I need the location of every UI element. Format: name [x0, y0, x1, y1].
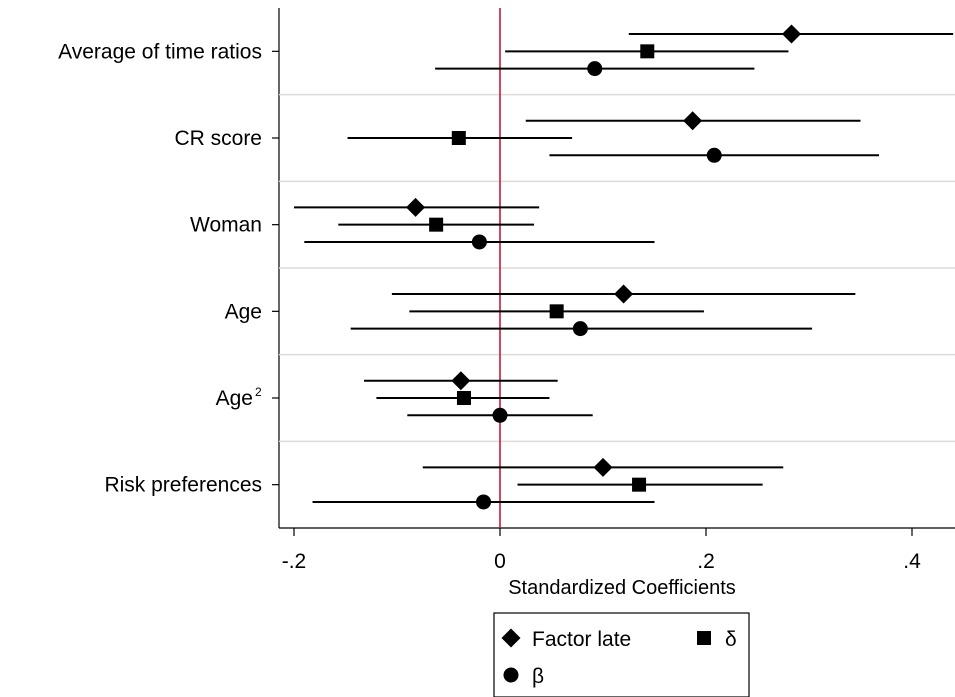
x-axis: -.2 0 .2 .4 — [282, 528, 921, 573]
point-estimate-square — [451, 131, 466, 145]
point-estimate-diamond — [406, 197, 426, 217]
legend-label: β — [532, 665, 544, 688]
legend-box — [493, 612, 750, 697]
y-tick-label: Age — [216, 387, 253, 410]
point-estimate-diamond — [593, 457, 613, 477]
x-axis-title: Standardized Coefficients — [508, 577, 736, 599]
x-tick-label: 0 — [494, 550, 506, 573]
point-estimate-circle — [471, 234, 487, 250]
point-estimate-circle — [476, 494, 492, 510]
point-estimate-square — [429, 217, 444, 232]
y-tick-label: Woman — [190, 214, 262, 237]
point-estimate-circle — [587, 61, 603, 77]
point-estimate-circle — [492, 407, 508, 423]
legend-marker-square — [697, 631, 711, 645]
y-tick-label-superscript: 2 — [255, 385, 262, 399]
legend-marker-circle — [503, 667, 519, 683]
y-tick-label: Risk preferences — [104, 474, 262, 497]
legend-label: Factor late — [532, 628, 631, 651]
point-estimate-square — [549, 304, 564, 319]
point-estimate-square — [632, 477, 647, 492]
point-estimate-square — [640, 44, 655, 59]
legend-marker-diamond — [501, 628, 521, 648]
legend: Factor late δ β — [493, 612, 750, 697]
series-marks — [294, 24, 954, 510]
x-tick-label: .4 — [903, 550, 921, 573]
y-tick-label: Age — [225, 300, 262, 323]
x-tick-label: -.2 — [282, 550, 307, 573]
point-estimate-diamond — [683, 111, 703, 131]
point-estimate-diamond — [451, 371, 471, 391]
point-estimate-diamond — [614, 284, 634, 304]
legend-label: δ — [725, 628, 737, 651]
x-tick-label: .2 — [697, 550, 715, 573]
point-estimate-diamond — [781, 24, 801, 44]
y-axis-labels: Average of time ratios CR score Woman Age Ag… — [58, 40, 279, 497]
point-estimate-circle — [706, 147, 722, 163]
point-estimate-circle — [572, 321, 588, 337]
y-tick-label: CR score — [174, 127, 262, 150]
group-separators — [279, 93, 955, 443]
y-tick-label: Average of time ratios — [58, 40, 262, 63]
point-estimate-square — [456, 391, 471, 405]
